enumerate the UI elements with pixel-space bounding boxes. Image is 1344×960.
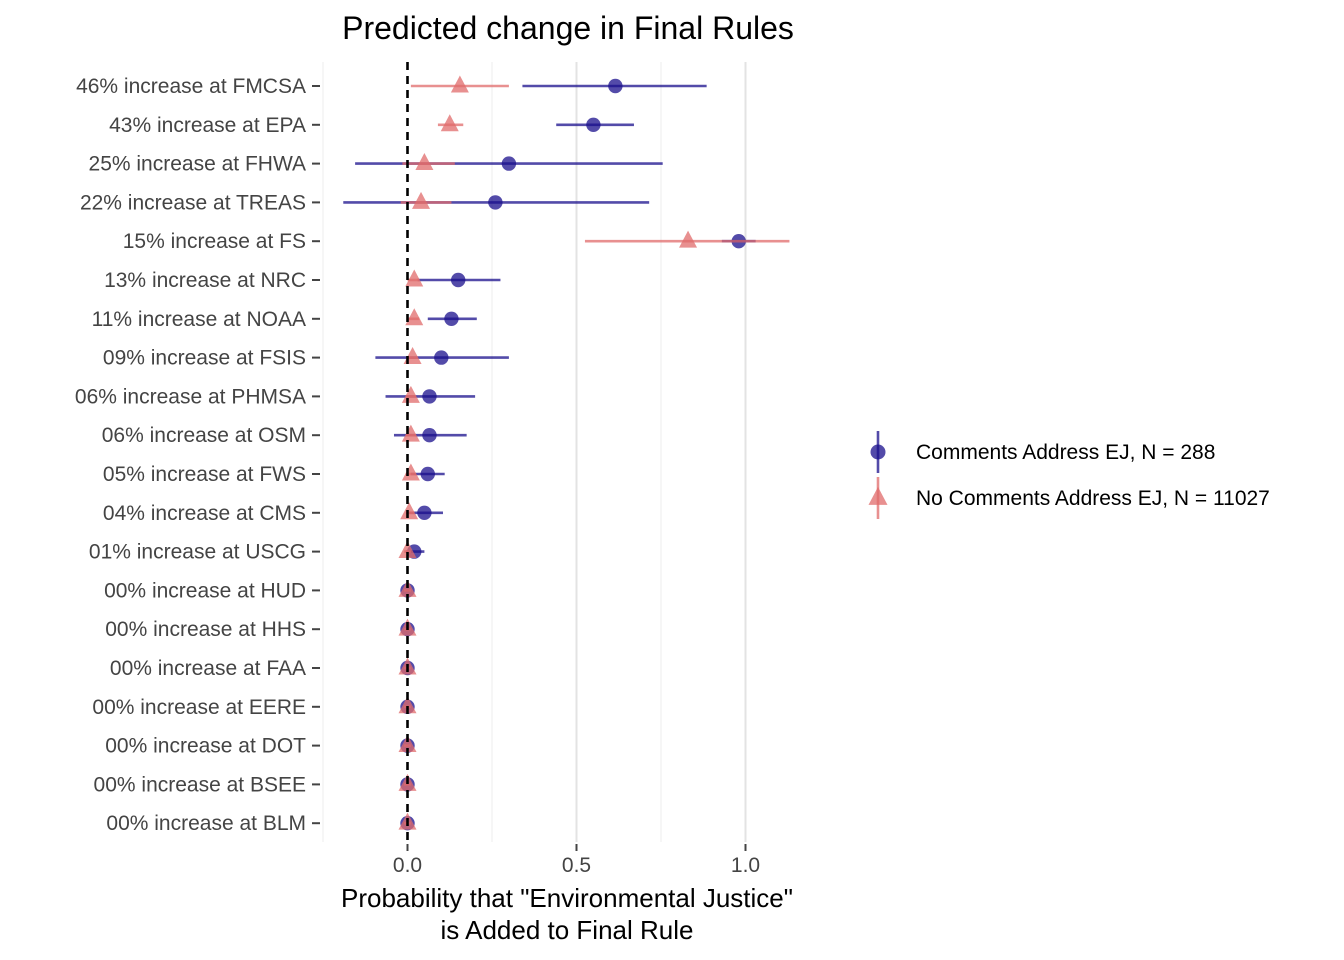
legend: Comments Address EJ, N = 288 No Comments … — [868, 431, 1270, 519]
x-tick-label: 0.5 — [562, 854, 591, 877]
point-circle — [420, 466, 435, 482]
chart-title: Predicted change in Final Rules — [342, 10, 794, 46]
y-tick-label: 15% increase at FS — [123, 230, 306, 253]
y-tick-label: 00% increase at DOT — [105, 735, 306, 758]
point-triangle — [398, 579, 417, 597]
point-circle — [417, 505, 432, 520]
point-circle — [422, 428, 437, 443]
point-circle — [586, 117, 601, 132]
series-comments-address-ej — [343, 78, 756, 831]
point-triangle — [401, 385, 420, 403]
y-tick-label: 43% increase at EPA — [109, 114, 306, 137]
point-circle — [488, 195, 503, 210]
point-triangle — [400, 502, 419, 520]
x-tick-label: 1.0 — [731, 854, 760, 877]
y-tick-label: 00% increase at EERE — [92, 696, 306, 719]
y-tick-label: 04% increase at CMS — [103, 502, 306, 525]
x-tick-label: 0.0 — [393, 854, 422, 877]
point-triangle — [398, 541, 417, 559]
legend-key-circle — [870, 444, 886, 460]
point-triangle — [398, 696, 417, 714]
legend-label: Comments Address EJ, N = 288 — [916, 441, 1215, 464]
y-tick-label: 11% increase at NOAA — [92, 308, 306, 331]
y-tick-label: 13% increase at NRC — [104, 269, 306, 292]
point-circle — [451, 272, 466, 288]
y-tick-label: 00% increase at HUD — [104, 579, 306, 602]
point-triangle — [412, 191, 431, 209]
point-triangle — [405, 269, 424, 287]
y-tick-label: 46% increase at FMCSA — [76, 75, 306, 98]
point-triangle — [405, 308, 424, 326]
point-circle — [422, 389, 437, 404]
x-axis-title-line2: is Added to Final Rule — [441, 915, 694, 945]
grid-lines — [322, 62, 747, 842]
x-axis: 0.0 0.5 1.0 — [393, 844, 760, 877]
y-axis: 46% increase at FMCSA 43% increase at EPA… — [75, 75, 320, 835]
point-circle — [501, 156, 517, 171]
point-circle — [608, 78, 623, 94]
y-tick-label: 25% increase at FHWA — [89, 153, 306, 176]
point-triangle — [401, 463, 420, 481]
series-layer — [343, 75, 790, 831]
y-tick-label: 00% increase at BSEE — [94, 773, 306, 796]
point-triangle — [450, 75, 469, 93]
y-tick-label: 00% increase at FAA — [110, 657, 306, 680]
legend-label: No Comments Address EJ, N = 11027 — [916, 487, 1270, 510]
x-axis-title-line1: Probability that "Environmental Justice" — [341, 883, 793, 913]
y-tick-label: 05% increase at FWS — [103, 463, 306, 486]
legend-key-triangle — [868, 486, 888, 505]
point-triangle — [401, 424, 420, 442]
point-triangle — [679, 230, 698, 248]
y-tick-label: 22% increase at TREAS — [80, 191, 306, 214]
series-no-comments-address-ej — [398, 75, 790, 830]
point-triangle — [398, 735, 417, 753]
point-circle — [434, 350, 449, 365]
y-tick-label: 09% increase at FSIS — [103, 347, 306, 370]
y-tick-label: 06% increase at PHMSA — [75, 385, 306, 408]
y-tick-label: 00% increase at BLM — [106, 812, 306, 835]
y-tick-label: 01% increase at USCG — [89, 541, 306, 564]
point-triangle — [440, 114, 459, 132]
point-circle — [444, 311, 459, 326]
point-triangle — [415, 153, 434, 171]
y-tick-label: 06% increase at OSM — [102, 424, 306, 447]
y-tick-label: 00% increase at HHS — [105, 618, 306, 641]
